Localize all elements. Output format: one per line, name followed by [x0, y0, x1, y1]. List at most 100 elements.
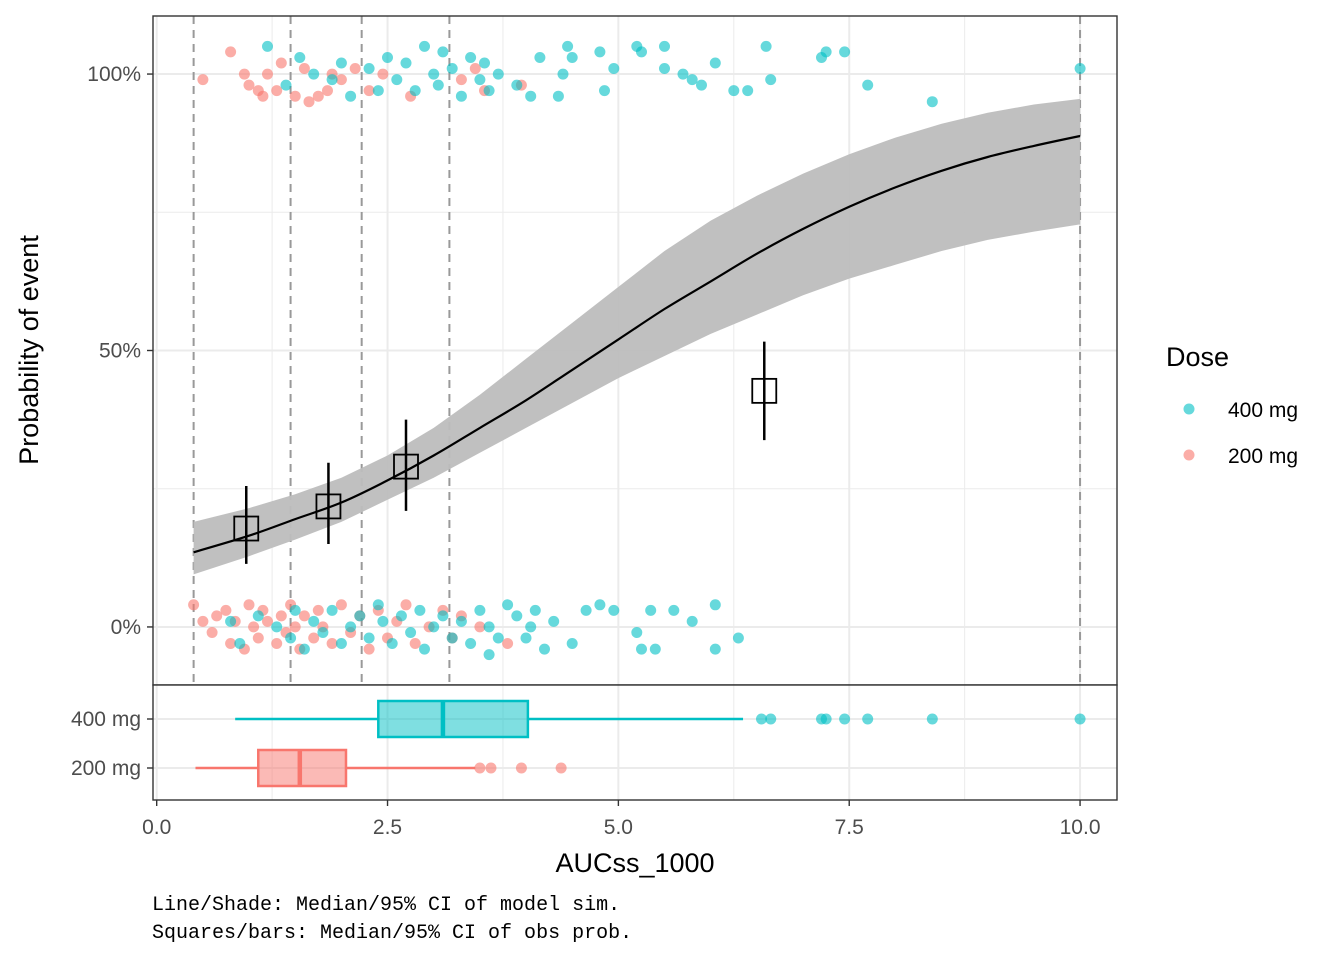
point-400mg-event-31 [594, 46, 606, 58]
point-400mg-noevent-35 [566, 638, 578, 649]
point-200mg-event-1 [225, 46, 237, 58]
point-400mg-noevent-30 [511, 610, 523, 622]
point-400mg-event-50 [926, 96, 938, 108]
point-400mg-event-42 [728, 85, 740, 97]
x-tick-label-4: 10.0 [1060, 816, 1101, 839]
point-400mg-noevent-9 [326, 604, 338, 616]
point-400mg-event-24 [511, 79, 523, 91]
box-outlier-0-0 [756, 713, 768, 725]
point-400mg-noevent-41 [649, 643, 661, 655]
x-tick-label-3: 7.5 [835, 816, 864, 839]
point-400mg-event-10 [391, 74, 403, 86]
box-outlier-0-6 [926, 713, 938, 725]
box-y-tick-label-1: 200 mg [71, 757, 141, 780]
point-400mg-event-5 [335, 57, 347, 69]
legend-key-200mg [1183, 449, 1195, 461]
point-400mg-event-19 [465, 52, 477, 63]
point-200mg-event-16 [349, 63, 361, 74]
y-tick-label-2: 100% [87, 63, 141, 86]
point-400mg-event-27 [552, 90, 564, 102]
point-400mg-noevent-34 [548, 615, 560, 627]
box-outlier-1-1 [485, 762, 497, 774]
point-400mg-event-45 [765, 74, 777, 86]
point-200mg-noevent-17 [289, 621, 301, 633]
point-200mg-noevent-3 [211, 610, 223, 622]
point-200mg-noevent-10 [252, 632, 264, 644]
point-400mg-noevent-42 [645, 604, 657, 616]
box-y-tick-label-0: 400 mg [71, 708, 141, 731]
box-y-axis: 400 mg 200 mg [71, 708, 153, 780]
point-400mg-noevent-17 [395, 610, 407, 622]
point-200mg-event-6 [262, 68, 273, 80]
point-400mg-event-16 [437, 46, 449, 58]
point-400mg-event-33 [608, 63, 620, 74]
point-400mg-event-7 [363, 63, 375, 74]
point-400mg-noevent-19 [414, 604, 426, 616]
x-tick-label-1: 2.5 [373, 816, 402, 839]
point-200mg-event-9 [289, 90, 301, 102]
box-outlier-0-1 [765, 713, 777, 725]
y-tick-label-1: 50% [99, 340, 141, 363]
point-200mg-noevent-31 [400, 599, 412, 611]
point-400mg-noevent-25 [465, 638, 477, 649]
point-400mg-noevent-0 [225, 615, 237, 627]
point-400mg-event-29 [562, 40, 574, 52]
point-400mg-event-1 [280, 79, 292, 91]
point-200mg-noevent-38 [502, 638, 514, 649]
point-400mg-noevent-2 [252, 610, 264, 622]
box-outlier-1-3 [555, 762, 567, 774]
point-400mg-noevent-32 [529, 604, 541, 616]
point-200mg-noevent-0 [188, 599, 200, 611]
point-400mg-noevent-26 [474, 604, 486, 616]
point-400mg-noevent-27 [483, 621, 495, 633]
observed-square-1 [315, 493, 342, 520]
point-400mg-event-3 [308, 68, 320, 80]
point-400mg-event-39 [686, 74, 698, 86]
point-400mg-event-30 [566, 52, 578, 63]
point-400mg-event-40 [696, 79, 707, 91]
point-400mg-noevent-3 [271, 621, 283, 633]
point-400mg-event-6 [345, 90, 357, 102]
point-400mg-noevent-49 [525, 621, 537, 633]
x-axis-title: AUCss_1000 [555, 848, 714, 878]
boxplots [195, 699, 1086, 788]
x-axis: 0.0 2.5 5.0 7.5 10.0 [142, 800, 1101, 839]
point-400mg-noevent-43 [668, 604, 680, 616]
point-400mg-event-36 [659, 40, 670, 52]
point-400mg-noevent-33 [539, 643, 550, 655]
y-axis: 0% 50% 100% [87, 63, 153, 639]
x-tick-label-2: 5.0 [604, 816, 633, 839]
point-400mg-noevent-45 [709, 599, 721, 611]
point-200mg-event-3 [243, 79, 255, 91]
point-200mg-event-21 [469, 63, 481, 74]
point-200mg-event-17 [363, 85, 375, 97]
model-ci-ribbon [193, 98, 1081, 575]
observed-square-2 [393, 453, 419, 480]
caption-line-2: Squares/bars: Median/95% CI of obs prob. [152, 922, 632, 945]
point-400mg-event-44 [760, 40, 772, 52]
legend-label-400mg: 400 mg [1228, 399, 1298, 422]
point-400mg-noevent-7 [308, 615, 320, 627]
box-outlier-0-5 [862, 713, 874, 725]
point-400mg-event-38 [677, 68, 689, 80]
point-400mg-event-23 [492, 68, 504, 80]
point-200mg-noevent-2 [206, 627, 218, 638]
point-400mg-noevent-1 [234, 638, 246, 649]
point-400mg-noevent-31 [520, 632, 532, 644]
point-400mg-event-28 [557, 68, 569, 80]
point-200mg-event-0 [197, 74, 209, 86]
x-tick-label-0: 0.0 [142, 816, 171, 839]
point-400mg-noevent-39 [631, 627, 643, 638]
point-200mg-noevent-24 [335, 599, 347, 611]
no-event-points [188, 599, 744, 661]
main-panel [152, 15, 1118, 686]
box-iqr-0 [377, 699, 530, 739]
point-400mg-event-51 [1074, 63, 1086, 74]
point-400mg-noevent-5 [289, 604, 301, 616]
point-200mg-event-8 [275, 57, 287, 69]
observed-square-3 [751, 377, 778, 404]
point-200mg-event-7 [271, 85, 283, 97]
point-200mg-noevent-23 [326, 638, 338, 649]
point-200mg-event-5 [257, 90, 269, 102]
